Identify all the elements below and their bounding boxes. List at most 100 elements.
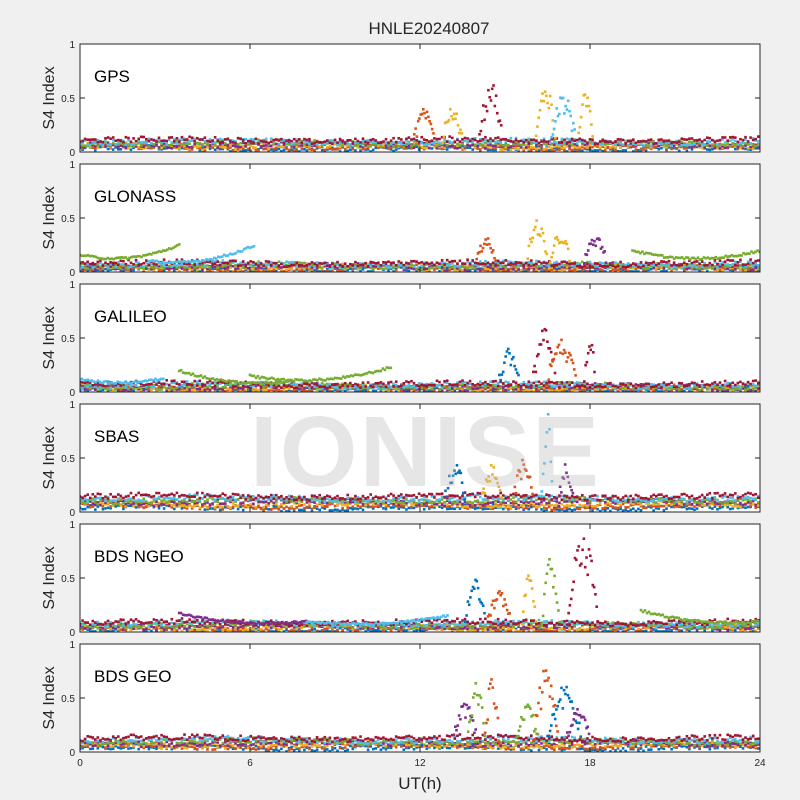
baseline-point <box>298 141 301 144</box>
baseline-point <box>382 144 385 147</box>
baseline-point <box>364 144 367 147</box>
baseline-point <box>649 145 653 149</box>
baseline-point <box>578 139 582 142</box>
baseline-point <box>575 265 579 268</box>
baseline-point <box>303 267 306 271</box>
baseline-point <box>461 144 464 148</box>
baseline-point <box>695 260 699 263</box>
baseline-point <box>575 268 579 271</box>
baseline-point <box>259 262 263 265</box>
baseline-point <box>218 261 222 264</box>
baseline-point <box>343 389 347 392</box>
baseline-point <box>466 269 469 272</box>
burst-point <box>424 116 428 120</box>
baseline-point <box>104 144 107 147</box>
baseline-point <box>647 266 650 270</box>
baseline-point <box>468 144 472 147</box>
baseline-point <box>718 268 722 271</box>
baseline-point <box>94 145 97 148</box>
baseline-point <box>397 265 400 269</box>
baseline-point <box>384 138 388 141</box>
baseline-point <box>688 143 691 147</box>
baseline-point <box>224 138 227 141</box>
baseline-point <box>117 143 120 146</box>
baseline-point <box>193 140 196 143</box>
arc-point <box>179 260 182 264</box>
baseline-point <box>300 141 304 145</box>
arc-point <box>242 247 246 251</box>
baseline-point <box>591 149 594 152</box>
baseline-point <box>180 146 184 150</box>
burst-point <box>480 250 484 253</box>
burst-point <box>527 244 531 248</box>
baseline-point <box>642 270 645 272</box>
baseline-point <box>417 148 421 151</box>
baseline-point <box>537 390 541 392</box>
baseline-point <box>471 385 474 389</box>
baseline-point <box>749 266 752 270</box>
baseline-point <box>349 144 352 147</box>
baseline-point <box>201 385 204 388</box>
baseline-point <box>275 266 278 270</box>
baseline-point <box>667 141 671 144</box>
baseline-point <box>254 146 258 150</box>
baseline-point <box>621 268 625 272</box>
baseline-point <box>550 138 553 141</box>
baseline-point <box>249 260 253 263</box>
burst-point <box>583 93 587 96</box>
baseline-point <box>723 144 727 147</box>
baseline-point <box>305 143 309 147</box>
baseline-point <box>739 137 742 141</box>
baseline-point <box>96 260 100 264</box>
baseline-point <box>211 267 214 270</box>
baseline-point <box>463 268 467 272</box>
baseline-point <box>338 143 342 146</box>
baseline-point <box>700 146 704 150</box>
baseline-point <box>596 388 599 391</box>
baseline-point <box>389 142 393 146</box>
baseline-point <box>746 260 750 264</box>
baseline-point <box>346 142 349 145</box>
arc-point <box>167 247 171 250</box>
arc-point <box>82 254 86 257</box>
baseline-point <box>257 264 260 267</box>
baseline-point <box>94 138 97 141</box>
baseline-point <box>80 383 82 387</box>
baseline-point <box>734 143 737 147</box>
baseline-point <box>649 263 653 266</box>
baseline-point <box>277 388 281 392</box>
baseline-point <box>473 266 477 270</box>
baseline-point <box>451 136 454 140</box>
baseline-point <box>190 267 194 271</box>
baseline-point <box>206 143 209 146</box>
baseline-point <box>570 389 574 392</box>
baseline-point <box>713 140 717 144</box>
baseline-point <box>757 259 760 262</box>
arc-point <box>183 260 186 263</box>
figure-title: HNLE20240807 <box>369 19 490 38</box>
baseline-point <box>234 141 237 145</box>
baseline-point <box>609 389 612 392</box>
baseline-point <box>637 142 640 145</box>
baseline-point <box>277 264 281 267</box>
arc-point <box>173 245 177 248</box>
baseline-point <box>716 145 719 148</box>
baseline-point <box>568 266 571 269</box>
baseline-point <box>604 387 607 390</box>
baseline-point <box>201 266 204 269</box>
burst-point <box>589 242 592 245</box>
baseline-point <box>614 143 617 146</box>
baseline-point <box>553 261 556 265</box>
baseline-point <box>468 262 472 266</box>
baseline-point <box>190 136 194 139</box>
baseline-point <box>272 268 276 272</box>
baseline-point <box>542 137 546 141</box>
baseline-point <box>570 148 574 152</box>
baseline-point <box>672 265 676 269</box>
baseline-point <box>519 143 523 147</box>
baseline-point <box>718 259 722 262</box>
baseline-point <box>611 268 615 272</box>
baseline-point <box>389 263 393 267</box>
baseline-point <box>379 145 383 148</box>
baseline-point <box>463 265 467 269</box>
